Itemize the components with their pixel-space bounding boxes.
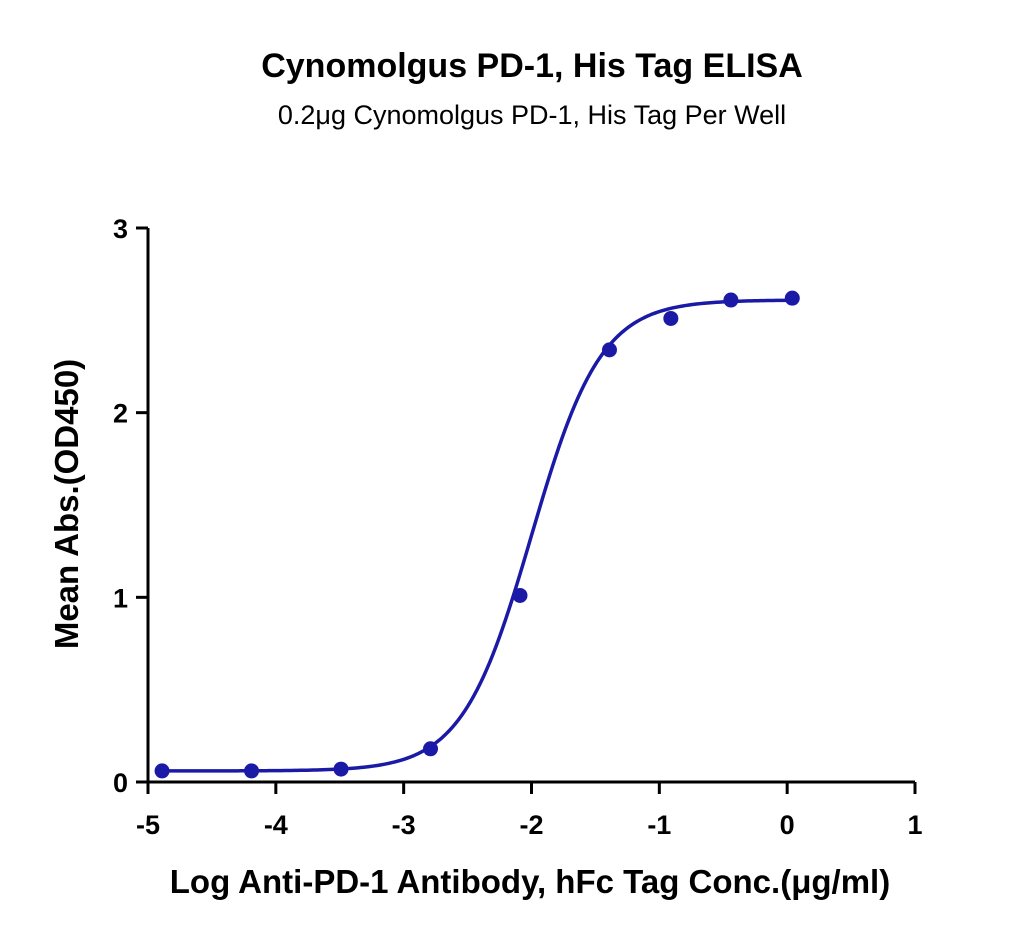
fit-curve (162, 298, 793, 773)
x-tick-label: -2 (519, 810, 543, 840)
chart-title: Cynomolgus PD-1, His Tag ELISA (261, 47, 803, 85)
x-tick-label: 0 (780, 810, 795, 840)
data-point (423, 741, 439, 757)
y-tick-label: 3 (113, 214, 128, 244)
data-point (784, 290, 800, 306)
data-point (154, 763, 170, 779)
data-point (333, 761, 349, 777)
data-point (663, 310, 679, 326)
y-axis-label: Mean Abs.(OD450) (48, 359, 85, 649)
x-tick-label: -3 (392, 810, 416, 840)
x-tick-label: -4 (264, 810, 288, 840)
data-point (601, 342, 617, 358)
y-tick-label: 1 (113, 583, 128, 613)
data-point (723, 292, 739, 308)
y-tick-label: 0 (113, 768, 128, 798)
x-tick-label: -5 (136, 810, 160, 840)
x-axis-label: Log Anti-PD-1 Antibody, hFc Tag Conc.(μg… (170, 863, 890, 900)
data-point (244, 763, 260, 779)
data-point (512, 587, 528, 603)
y-tick-label: 2 (113, 399, 128, 429)
x-tick-label: -1 (647, 810, 671, 840)
chart-subtitle: 0.2μg Cynomolgus PD-1, His Tag Per Well (278, 100, 786, 130)
x-tick-label: 1 (907, 810, 922, 840)
plot-area: -5 -4 -3 -2 -1 0 1 0 1 2 3 (113, 214, 923, 840)
